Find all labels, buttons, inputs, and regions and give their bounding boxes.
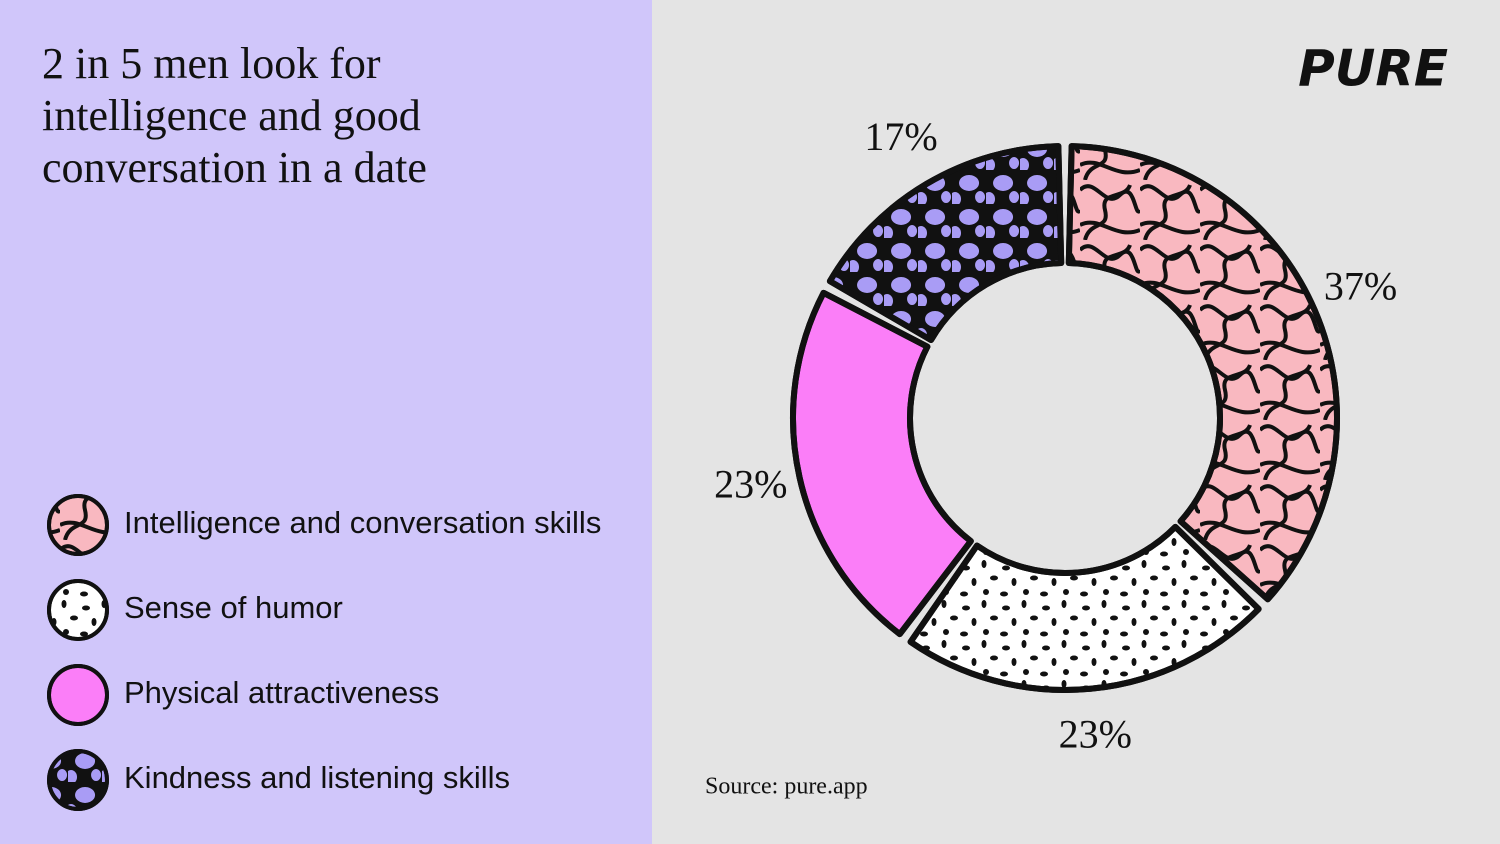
legend-label: Kindness and listening skills (124, 760, 510, 795)
data-label: 17% (864, 114, 937, 159)
legend-marker-texture (47, 664, 109, 726)
segment-texture (790, 289, 974, 638)
legend-label: Sense of humor (124, 590, 343, 625)
segment-texture (1065, 143, 1340, 603)
data-label: 23% (1059, 712, 1132, 757)
data-label: 23% (714, 461, 787, 506)
left-panel (0, 0, 652, 844)
legend-label: Physical attractiveness (124, 675, 439, 710)
source: Source: pure.app (705, 774, 868, 800)
segment-texture (826, 143, 1065, 344)
legend-label: Intelligence and conversation skills (124, 505, 601, 540)
legend-marker-texture (47, 579, 109, 641)
segment-texture (907, 523, 1262, 693)
legend-marker-texture (47, 494, 109, 556)
legend-marker-texture (47, 749, 109, 811)
chart-title: 2 in 5 men look for intelligence and goo… (42, 39, 427, 192)
data-label: 37% (1324, 263, 1397, 308)
brand-logo: PURE (1298, 40, 1448, 98)
